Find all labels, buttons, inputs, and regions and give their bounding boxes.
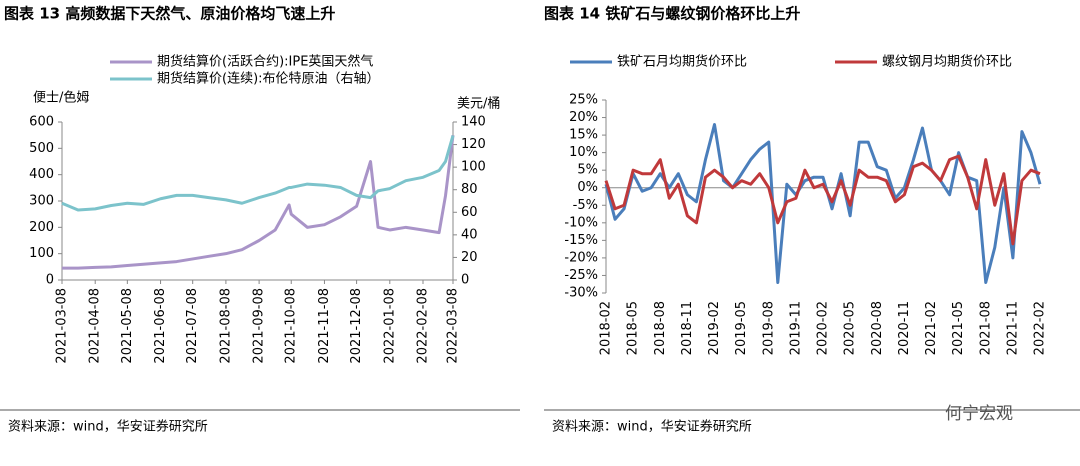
x-tick-label: 2021-05 [951, 301, 966, 355]
y-tick-label: 10% [569, 145, 598, 160]
source: 资料来源：wind，华安证券研究所 [552, 419, 752, 435]
y-tick-label: 400 [29, 167, 54, 182]
x-tick-label: 2018-11 [680, 301, 695, 355]
watermark: 何宁宏观 [945, 404, 1013, 424]
y2-tick-label: 60 [461, 205, 478, 220]
x-tick-label: 2021-04-08 [88, 288, 103, 364]
chart-title: 图表 13 高频数据下天然气、原油价格均飞速上升 [4, 5, 335, 23]
x-tick-label: 2022-01-08 [382, 288, 397, 364]
y2-tick-label: 20 [461, 250, 478, 265]
y-tick-label: 0 [46, 273, 54, 288]
y-tick-label: 600 [29, 115, 54, 130]
x-tick-label: 2019-11 [788, 301, 803, 355]
chart-title: 图表 14 铁矿石与螺纹钢价格环比上升 [544, 5, 800, 23]
x-tick-label: 2018-02 [599, 301, 614, 355]
y-tick-label: -20% [564, 250, 598, 265]
y-tick-label: -30% [564, 286, 598, 301]
x-tick-label: 2021-03-08 [55, 288, 70, 364]
legend-label: 铁矿石月均期货价环比 [617, 54, 747, 70]
y-tick-label: -15% [564, 233, 598, 248]
y-tick-label: 100 [29, 246, 54, 261]
y-tick-label: -10% [564, 215, 598, 230]
y-tick-label: -25% [564, 268, 598, 283]
y-tick-label: 5% [577, 163, 598, 178]
x-tick-label: 2019-05 [734, 301, 749, 355]
y2-tick-label: 100 [461, 160, 486, 175]
x-tick-label: 2021-02 [924, 301, 939, 355]
y2-axis-label: 美元/桶 [457, 97, 500, 112]
y2-tick-label: 80 [461, 182, 478, 197]
legend-label: 期货结算价(活跃合约):IPE英国天然气 [157, 54, 373, 70]
y-tick-label: 15% [569, 128, 598, 143]
x-tick-label: 2021-10-08 [284, 288, 299, 364]
x-tick-label: 2022-02-08 [416, 288, 431, 364]
x-tick-label: 2020-05 [843, 301, 858, 355]
legend-label: 螺纹钢月均期货价环比 [882, 54, 1012, 70]
y-axis-label: 便士/色姆 [33, 90, 89, 106]
y-tick-label: 200 [29, 220, 54, 235]
x-tick-label: 2020-08 [870, 301, 885, 355]
x-tick-label: 2021-06-08 [153, 288, 168, 364]
series-line [62, 134, 455, 270]
x-tick-label: 2021-09-08 [252, 288, 267, 364]
x-tick-label: 2022-03-08 [446, 288, 461, 364]
x-tick-label: 2019-02 [707, 301, 722, 355]
x-tick-label: 2022-02 [1033, 301, 1048, 355]
x-tick-label: 2021-12-08 [349, 288, 364, 364]
y-tick-label: 500 [29, 141, 54, 156]
x-tick-label: 2021-08 [978, 301, 993, 355]
series-line [61, 135, 455, 212]
y2-tick-label: 120 [461, 137, 486, 152]
y2-tick-label: 40 [461, 227, 478, 242]
x-tick-label: 2021-05-08 [120, 288, 135, 364]
x-tick-label: 2018-08 [653, 301, 668, 355]
x-tick-label: 2019-08 [761, 301, 776, 355]
y-tick-label: 300 [29, 194, 54, 209]
x-tick-label: 2021-11-08 [317, 288, 332, 364]
x-tick-label: 2021-08-08 [218, 288, 233, 364]
y-tick-label: -5% [573, 198, 598, 213]
y2-tick-label: 0 [461, 273, 469, 288]
source: 资料来源：wind，华安证券研究所 [8, 419, 208, 435]
series-line [604, 154, 1041, 246]
x-tick-label: 2020-11 [897, 301, 912, 355]
x-tick-label: 2018-05 [626, 301, 641, 355]
x-tick-label: 2021-07-08 [185, 288, 200, 364]
x-tick-label: 2020-02 [816, 301, 831, 355]
legend-label: 期货结算价(连续):布伦特原油（右轴） [157, 71, 380, 87]
x-tick-label: 2021-11 [1005, 301, 1020, 355]
y-tick-label: 20% [569, 110, 598, 125]
y2-tick-label: 140 [461, 115, 486, 130]
y-tick-label: 25% [569, 93, 598, 108]
y-tick-label: 0% [577, 180, 598, 195]
